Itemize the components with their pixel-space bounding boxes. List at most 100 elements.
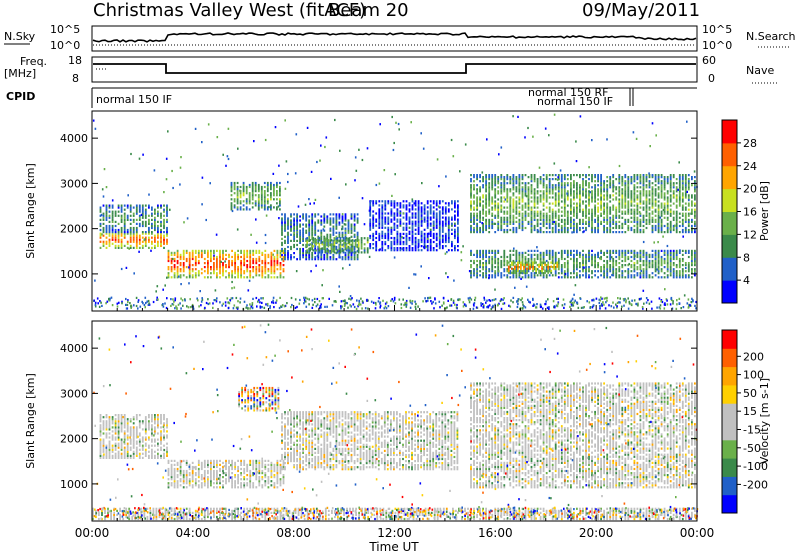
power-cell bbox=[454, 214, 456, 217]
power-cell bbox=[554, 266, 557, 269]
power-cell bbox=[624, 188, 627, 191]
power-cell bbox=[120, 216, 123, 219]
power-cell bbox=[560, 268, 563, 271]
power-cell bbox=[509, 253, 512, 256]
power-band-7 bbox=[470, 174, 696, 234]
power-cell bbox=[344, 241, 347, 244]
power-cell bbox=[351, 243, 354, 246]
power-cell bbox=[582, 178, 584, 181]
power-cell bbox=[594, 253, 596, 256]
power-cell bbox=[551, 266, 554, 269]
power-cell bbox=[633, 174, 636, 177]
power-cell bbox=[612, 188, 615, 191]
power-cell bbox=[108, 210, 111, 213]
power-cell bbox=[305, 217, 308, 220]
power-cell bbox=[454, 210, 456, 213]
power-cell bbox=[344, 213, 347, 216]
power-cell bbox=[451, 200, 453, 203]
power-cell bbox=[293, 256, 295, 259]
power-cell bbox=[282, 249, 285, 252]
power-cell bbox=[576, 204, 578, 207]
power-cell bbox=[108, 204, 111, 207]
power-cell bbox=[570, 220, 572, 223]
power-cell bbox=[687, 214, 690, 217]
power-cell bbox=[494, 251, 497, 254]
power-cell bbox=[639, 182, 642, 185]
power-noise-cell bbox=[249, 303, 251, 306]
power-cell bbox=[102, 234, 105, 237]
power-cell bbox=[648, 192, 651, 195]
power-cell bbox=[494, 214, 497, 217]
power-cell bbox=[691, 176, 693, 179]
power-cell bbox=[566, 204, 569, 207]
power-cell bbox=[323, 225, 326, 228]
power-cell bbox=[542, 204, 545, 207]
power-cell bbox=[305, 243, 308, 247]
power-cell bbox=[270, 196, 272, 199]
power-cell bbox=[681, 231, 684, 234]
power-cell bbox=[539, 270, 542, 273]
power-cell bbox=[426, 222, 429, 225]
power-cell bbox=[506, 196, 509, 199]
power-cell bbox=[684, 216, 687, 219]
power-cell bbox=[345, 245, 348, 248]
power-cell bbox=[669, 190, 672, 193]
power-cell bbox=[311, 233, 314, 236]
power-cell bbox=[393, 247, 396, 250]
power-cell bbox=[384, 236, 387, 240]
power-cell bbox=[597, 251, 599, 254]
power-cell bbox=[200, 272, 203, 275]
power-cell bbox=[509, 216, 512, 219]
power-noise-cell bbox=[272, 296, 275, 299]
power-cell bbox=[517, 263, 519, 266]
power-cell bbox=[657, 251, 660, 254]
power-cell bbox=[579, 190, 581, 193]
power-cell bbox=[219, 266, 221, 269]
power-cell bbox=[681, 182, 684, 185]
power-cell bbox=[132, 234, 135, 237]
power-cell bbox=[684, 206, 687, 209]
power-cell bbox=[663, 272, 666, 275]
power-cell bbox=[429, 212, 432, 215]
power-cell bbox=[432, 226, 435, 229]
power-cell bbox=[588, 222, 590, 225]
power-cell bbox=[447, 216, 450, 219]
power-cell bbox=[323, 213, 326, 216]
power-cell bbox=[476, 192, 478, 195]
power-cell bbox=[612, 266, 615, 269]
power-cell bbox=[341, 221, 344, 224]
power-cell bbox=[231, 249, 233, 252]
power-noise-cell bbox=[390, 299, 392, 302]
power-cell bbox=[482, 212, 484, 215]
power-cell bbox=[507, 261, 510, 264]
power-cell bbox=[566, 210, 569, 213]
power-cell bbox=[660, 206, 663, 209]
power-cell bbox=[518, 212, 521, 215]
power-cell bbox=[615, 251, 618, 254]
power-cell bbox=[357, 239, 360, 242]
power-cell bbox=[166, 220, 168, 223]
power-cell bbox=[485, 264, 487, 267]
power-noise-cell bbox=[617, 297, 619, 300]
power-cell bbox=[594, 270, 596, 273]
power-cell bbox=[497, 220, 500, 223]
power-cell bbox=[350, 225, 353, 228]
power-cell bbox=[506, 274, 509, 277]
power-cell bbox=[266, 198, 269, 201]
power-noise-cell bbox=[533, 304, 536, 307]
power-cell bbox=[654, 198, 657, 201]
power-cell bbox=[432, 222, 435, 225]
power-cell bbox=[429, 249, 432, 252]
power-cell bbox=[645, 198, 648, 201]
power-cell bbox=[618, 274, 621, 277]
power-cell bbox=[648, 266, 651, 269]
power-cell bbox=[694, 212, 696, 215]
power-cell bbox=[669, 255, 672, 259]
power-cell bbox=[338, 235, 341, 238]
power-cell bbox=[237, 255, 239, 259]
power-cell bbox=[320, 258, 323, 261]
power-cell bbox=[222, 270, 224, 273]
power-cell bbox=[497, 226, 500, 230]
power-cell bbox=[500, 178, 503, 181]
power-cell bbox=[135, 228, 138, 232]
